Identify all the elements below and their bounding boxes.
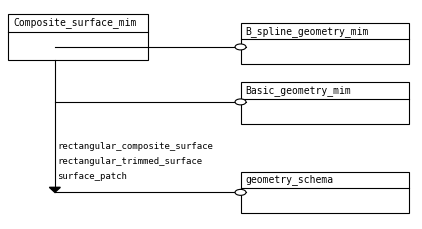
Bar: [8, 14, 148, 60]
Circle shape: [235, 99, 246, 105]
Circle shape: [235, 44, 246, 50]
Text: Basic_geometry_mim: Basic_geometry_mim: [246, 85, 352, 96]
Text: surface_patch: surface_patch: [57, 172, 127, 181]
Text: Composite_surface_mim: Composite_surface_mim: [14, 17, 137, 28]
Bar: [241, 82, 409, 124]
Text: rectangular_trimmed_surface: rectangular_trimmed_surface: [57, 157, 202, 166]
Text: B_spline_geometry_mim: B_spline_geometry_mim: [246, 26, 369, 37]
Bar: [241, 23, 409, 64]
Circle shape: [235, 189, 246, 195]
Text: geometry_schema: geometry_schema: [246, 174, 334, 185]
Bar: [241, 172, 409, 213]
Polygon shape: [49, 187, 60, 192]
Text: rectangular_composite_surface: rectangular_composite_surface: [57, 142, 213, 151]
